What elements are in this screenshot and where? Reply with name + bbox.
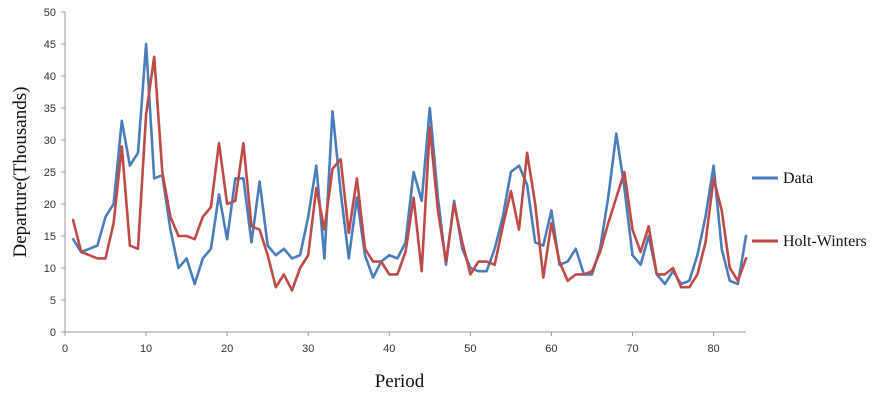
y-tick-label: 5: [50, 295, 56, 307]
y-tick-label: 40: [44, 71, 56, 83]
x-tick-label: 60: [545, 343, 557, 355]
legend-label-data: Data: [783, 170, 813, 187]
x-tick-label: 30: [302, 343, 314, 355]
y-tick-label: 0: [50, 327, 56, 339]
y-tick-label: 50: [44, 7, 56, 19]
x-axis-title: Period: [375, 371, 425, 392]
series-line-data: [71, 42, 748, 286]
x-tick-label: 70: [626, 343, 638, 355]
y-tick-label: 25: [44, 167, 56, 179]
y-axis-ticks: 0 5 10 15 20 25 30 35 40 45 50: [44, 7, 65, 339]
x-tick-label: 10: [140, 343, 152, 355]
x-tick-label: 20: [221, 343, 233, 355]
x-tick-label: 40: [383, 343, 395, 355]
legend-label-holt-winters: Holt-Winters: [783, 233, 867, 250]
x-axis-ticks: 0 10 20 30 40 50 60 70 80: [62, 332, 720, 355]
y-tick-label: 15: [44, 231, 56, 243]
y-axis-title: Departure(Thousands): [10, 87, 31, 258]
series-line-holt-winters: [71, 55, 748, 292]
y-tick-label: 45: [44, 39, 56, 51]
legend: Data Holt-Winters: [752, 170, 867, 250]
y-tick-label: 20: [44, 199, 56, 211]
y-tick-label: 30: [44, 135, 56, 147]
series-group: [71, 42, 748, 292]
y-tick-label: 35: [44, 103, 56, 115]
x-tick-label: 0: [62, 343, 68, 355]
x-tick-label: 50: [464, 343, 476, 355]
y-tick-label: 10: [44, 263, 56, 275]
x-tick-label: 80: [707, 343, 719, 355]
